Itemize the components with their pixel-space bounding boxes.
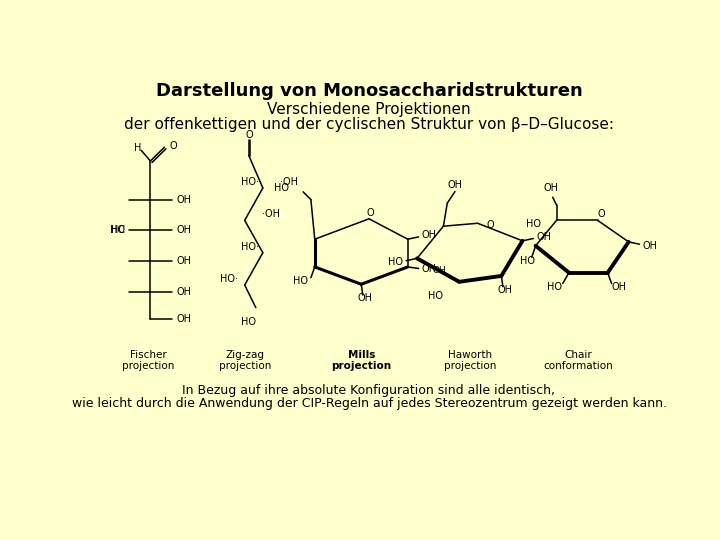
Text: HO: HO	[274, 183, 289, 193]
Text: In Bezug auf ihre absolute Konfiguration sind alle identisch,: In Bezug auf ihre absolute Konfiguration…	[182, 384, 556, 397]
Text: Haworth
projection: Haworth projection	[444, 350, 496, 372]
Text: Verschiedene Projektionen: Verschiedene Projektionen	[267, 102, 471, 117]
Text: HO: HO	[547, 281, 562, 292]
Text: wie leicht durch die Anwendung der CIP-Regeln auf jedes Stereozentrum gezeigt we: wie leicht durch die Anwendung der CIP-R…	[71, 397, 667, 410]
Text: O: O	[169, 140, 176, 151]
Text: HO: HO	[428, 291, 444, 301]
Text: OH: OH	[176, 194, 191, 205]
Text: HO: HO	[521, 256, 536, 266]
Text: HO: HO	[110, 225, 125, 235]
Text: HO: HO	[293, 276, 308, 286]
Text: O: O	[598, 209, 606, 219]
Text: Chair
conformation: Chair conformation	[544, 350, 613, 372]
Text: H: H	[134, 143, 141, 153]
Text: der offenkettigen und der cyclischen Struktur von β–D–Glucose:: der offenkettigen und der cyclischen Str…	[124, 117, 614, 132]
Text: OH: OH	[642, 241, 657, 251]
Text: OH: OH	[536, 232, 552, 242]
Text: HO: HO	[240, 316, 256, 327]
Text: HC: HC	[111, 225, 125, 235]
Text: Darstellung von Monosaccharidstrukturen: Darstellung von Monosaccharidstrukturen	[156, 82, 582, 100]
Text: OH: OH	[612, 281, 627, 292]
Text: HO·: HO·	[220, 274, 238, 284]
Text: OH: OH	[358, 293, 373, 303]
Text: OH: OH	[176, 256, 191, 266]
Text: OH: OH	[433, 266, 446, 275]
Text: O: O	[366, 208, 374, 218]
Text: OH: OH	[448, 180, 462, 191]
Text: OH: OH	[544, 183, 559, 193]
Text: ·OH: ·OH	[262, 209, 280, 219]
Text: Zig-zag
projection: Zig-zag projection	[219, 350, 271, 372]
Text: ·OH: ·OH	[280, 177, 298, 187]
Text: OH: OH	[498, 285, 513, 295]
Text: OH: OH	[176, 225, 191, 235]
Text: HO·: HO·	[241, 177, 259, 187]
Text: Mills
projection: Mills projection	[331, 350, 391, 372]
Text: OH: OH	[422, 264, 437, 274]
Text: HO·: HO·	[241, 241, 259, 252]
Text: O: O	[245, 130, 253, 140]
Text: OH: OH	[176, 287, 191, 297]
Text: HO: HO	[388, 257, 403, 267]
Text: Fischer
projection: Fischer projection	[122, 350, 174, 372]
Text: HO: HO	[526, 219, 541, 229]
Text: O: O	[487, 220, 495, 230]
Text: OH: OH	[422, 231, 437, 240]
Text: OH: OH	[176, 314, 191, 324]
